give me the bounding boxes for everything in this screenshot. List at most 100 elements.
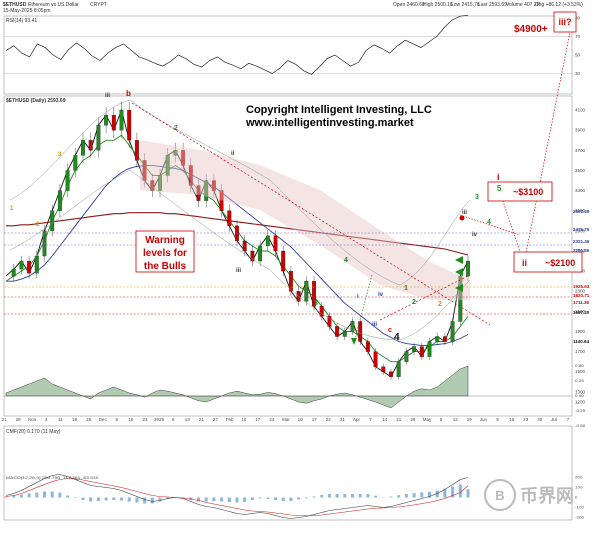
- candle-body: [34, 255, 39, 274]
- green-drop-arrow-head: [351, 338, 357, 345]
- copyright-line-2: www.intelligentinvesting.market: [245, 117, 414, 129]
- wave-2-green: 2: [174, 125, 178, 132]
- macd-hist-bar: [66, 495, 70, 498]
- macd-macd-line: [5, 474, 469, 519]
- wave-2-green-low: 2: [412, 299, 416, 306]
- macd-hist-bar: [335, 494, 339, 498]
- warning-line-3: the Bulls: [144, 261, 187, 272]
- candle-body: [158, 175, 162, 191]
- price-tick-label: 2700: [575, 248, 586, 253]
- x-tick-label: 9: [496, 417, 499, 422]
- macd-hist-bar: [351, 494, 354, 498]
- macd-hist-bar: [158, 497, 162, 502]
- x-tick-label: 16: [128, 417, 134, 422]
- x-tick-label: 19: [467, 417, 473, 422]
- macd-tick-label: 0: [575, 495, 578, 499]
- x-tick-label: 10: [241, 417, 247, 422]
- price-tick-label: 3100: [575, 208, 586, 213]
- price-level-label: 2321.46: [573, 239, 590, 244]
- wave-iv-right: iv: [472, 232, 478, 238]
- current-price-dot: [459, 215, 465, 221]
- candle-body: [227, 210, 232, 226]
- macd-hist-bar: [235, 497, 239, 503]
- macd-hist-bar: [204, 497, 208, 502]
- price-title: $ETHUSD (Daily) 2593.69: [6, 98, 66, 104]
- macd-hist-bar: [304, 497, 308, 499]
- macd-hist-bar: [366, 494, 370, 498]
- price-tick-label: 2300: [575, 289, 586, 294]
- x-tick-label: Apr: [353, 417, 361, 422]
- watermark-logo-glyph: B: [495, 488, 504, 503]
- macd-hist-bar: [289, 497, 293, 501]
- x-tick-label: Dec: [99, 417, 108, 422]
- macd-hist-bar: [451, 486, 455, 498]
- candle-body: [235, 225, 239, 242]
- x-tick-label: 13: [185, 417, 191, 422]
- x-tick-label: 23: [142, 417, 148, 422]
- x-tick-label: 28: [16, 417, 22, 422]
- price-tick-label: 4100: [575, 108, 586, 113]
- x-tick-label: 9: [116, 417, 119, 422]
- watermark-text: 币界网: [520, 486, 574, 506]
- rsi-title: RSI(14) 93.41: [6, 18, 37, 24]
- candle-body: [365, 341, 370, 352]
- candle-body: [427, 341, 432, 357]
- candle-body: [96, 125, 101, 151]
- price-tick-label: 3700: [575, 148, 586, 153]
- candle-body: [127, 109, 132, 141]
- date-label: 15-May-2025 8:05pm: [3, 8, 51, 14]
- wave-4-green-right: 4: [487, 219, 491, 226]
- candle-body: [11, 268, 16, 277]
- macd-hist-bar: [250, 497, 254, 500]
- macd-tick-label: -100: [575, 505, 585, 509]
- projection-ii-to-iii: [524, 31, 571, 259]
- x-tick-label: 7: [567, 417, 570, 422]
- wave-iii-lower: iii: [236, 268, 241, 274]
- series-sma-50-: [6, 164, 469, 347]
- macd-hist-bar: [343, 494, 347, 498]
- change-label: Chg +86.12 (+3.53%): [535, 2, 583, 8]
- warning-line-2: levels for: [143, 248, 187, 259]
- candle-body: [196, 185, 201, 201]
- x-tick-label: May: [423, 417, 432, 422]
- target-ii-label: ii: [522, 258, 527, 268]
- x-tick-label: 10: [298, 417, 304, 422]
- wave-i-blue: i: [357, 294, 359, 300]
- candle-body: [104, 114, 109, 126]
- wave-3-orange: 3: [58, 152, 62, 158]
- wave-1-green-low: 1: [404, 285, 408, 292]
- watermark: B 币界网: [484, 479, 574, 511]
- macd-tick-label: 100: [575, 485, 583, 489]
- high-label: High 2500.18: [423, 2, 453, 8]
- macd-hist-bar: [81, 497, 85, 500]
- target-2100-label: ~$2100: [545, 258, 575, 268]
- wave-iv-blue: iv: [378, 292, 384, 298]
- wave-4-green-mid: 4: [344, 257, 348, 264]
- wave-ii-mid: ii: [231, 151, 235, 157]
- candle-body: [327, 316, 332, 327]
- candle-body: [288, 270, 293, 292]
- x-tick-label: 14: [382, 417, 388, 422]
- cmf-area: [5, 365, 469, 409]
- candle-body: [111, 114, 116, 131]
- macd-hist-bar: [150, 497, 154, 504]
- macd-hist-bar: [312, 496, 316, 498]
- x-tick-label: Feb: [226, 417, 234, 422]
- x-tick-label: 25: [86, 417, 92, 422]
- candle-body: [165, 155, 170, 176]
- copyright-line-1: Copyright Intelligent Investing, LLC: [246, 104, 432, 116]
- exchange-label: CRYPT: [90, 2, 107, 8]
- x-tick-label: 18: [72, 417, 78, 422]
- x-tick-label: 24: [326, 417, 332, 422]
- x-tick-label: 4: [45, 417, 48, 422]
- macd-hist-bar: [297, 497, 301, 500]
- green-arrow-1: [455, 256, 463, 264]
- macd-hist-bar: [420, 492, 424, 498]
- macd-hist-bar: [181, 497, 185, 498]
- x-tick-label: 24: [269, 417, 275, 422]
- macd-hist-bar: [197, 497, 200, 502]
- rsi-tick-label: 50: [575, 53, 581, 58]
- ichimoku-cloud: [140, 140, 470, 300]
- x-tick-label: 21: [1, 417, 7, 422]
